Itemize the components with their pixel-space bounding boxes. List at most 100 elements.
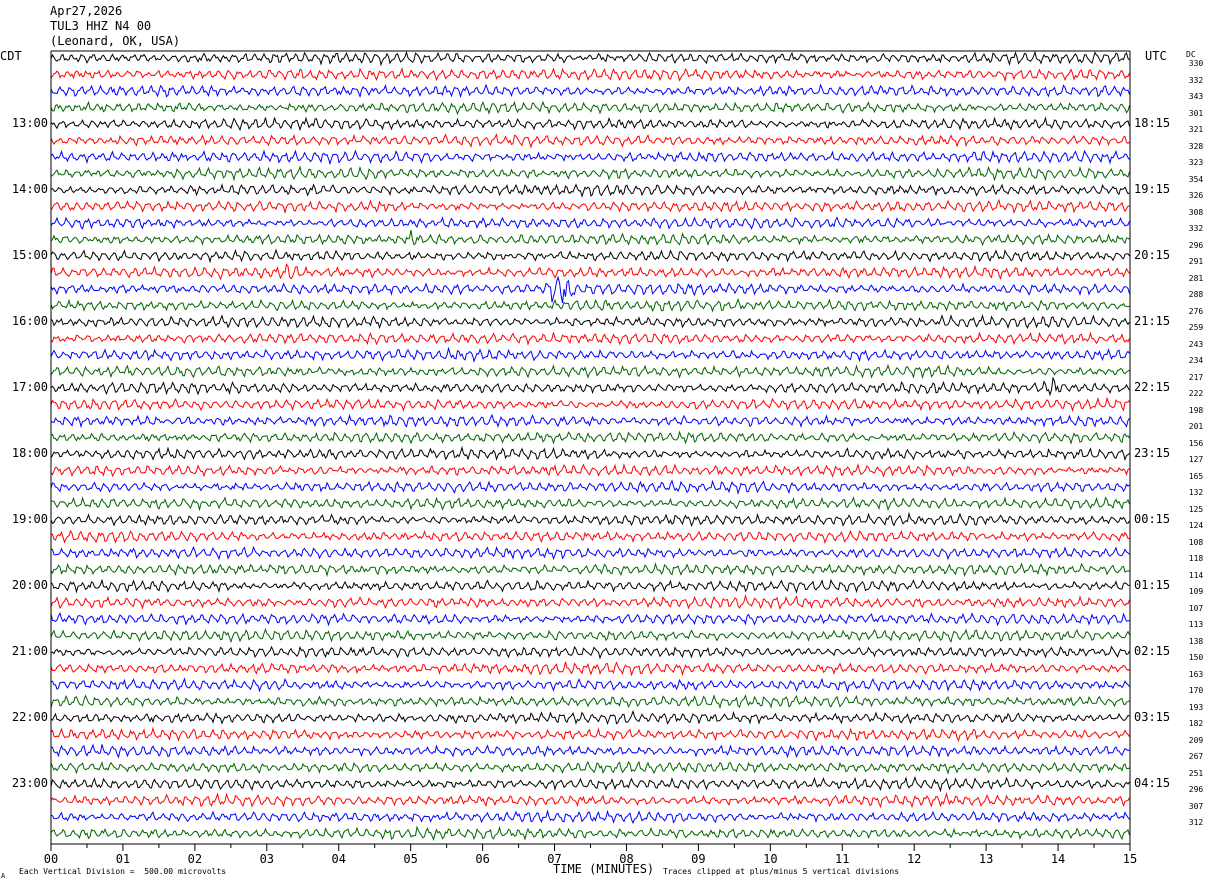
left-hour-label: 22:00 <box>11 710 48 724</box>
x-tick-label: 14 <box>1050 852 1066 866</box>
seismic-trace-row-26 <box>50 479 1130 496</box>
dc-offset-value: 332 <box>1188 75 1204 85</box>
dc-offset-value: 296 <box>1188 785 1204 794</box>
seismic-trace-row-22 <box>50 413 1130 429</box>
left-hour-label: 19:00 <box>11 512 48 526</box>
right-hour-label: 18:15 <box>1134 116 1171 130</box>
seismic-trace-row-8 <box>50 183 1130 199</box>
dc-offset-value: 127 <box>1188 455 1204 464</box>
dc-offset-value: 114 <box>1188 570 1204 580</box>
x-tick-label: 15 <box>1122 852 1138 866</box>
left-hour-label: 15:00 <box>11 248 48 262</box>
seismic-trace-row-1 <box>50 67 1130 83</box>
x-tick-label: 03 <box>259 852 275 866</box>
seismic-trace-row-11 <box>50 230 1130 247</box>
x-tick-label: 12 <box>906 852 922 866</box>
dc-offset-value: 198 <box>1188 405 1204 415</box>
dc-offset-value: 108 <box>1188 537 1204 547</box>
seismic-trace-row-28 <box>50 511 1130 528</box>
clip-note: Traces clipped at plus/minus 5 vertical … <box>663 867 900 876</box>
dc-offset-value: 217 <box>1188 372 1204 382</box>
seismic-trace-row-27 <box>50 496 1130 512</box>
seismic-trace-row-39 <box>50 694 1130 710</box>
left-hour-label: 20:00 <box>11 578 48 592</box>
seismic-trace-row-15 <box>50 297 1130 313</box>
seismic-trace-row-5 <box>50 133 1130 149</box>
seismic-trace-row-24 <box>50 445 1130 461</box>
dc-offset-value: 132 <box>1188 488 1204 497</box>
seismic-trace-row-18 <box>50 346 1130 363</box>
seismic-trace-row-6 <box>50 149 1130 166</box>
dc-offset-value: 251 <box>1188 768 1204 778</box>
dc-offset-value: 323 <box>1188 158 1204 167</box>
x-tick-label: 00 <box>43 852 59 866</box>
x-tick-marks <box>50 844 1131 851</box>
right-hour-label: 22:15 <box>1134 380 1171 394</box>
seismic-trace-row-2 <box>50 83 1130 99</box>
dc-offset-value: 163 <box>1188 669 1204 679</box>
dc-offset-value: 267 <box>1188 752 1204 761</box>
left-timezone-label: CDT <box>0 49 22 63</box>
seismic-trace-row-25 <box>50 462 1130 478</box>
date-label: Apr27,2026 <box>50 4 123 18</box>
x-tick-label: 06 <box>475 852 490 866</box>
seismic-trace-row-7 <box>50 165 1130 182</box>
right-hour-label: 01:15 <box>1134 578 1171 592</box>
seismic-trace-row-9 <box>50 198 1130 215</box>
seismic-trace-row-46 <box>50 809 1130 825</box>
seismic-trace-row-19 <box>50 363 1130 380</box>
x-tick-label: 07 <box>547 852 562 866</box>
dc-offset-value: 222 <box>1188 389 1204 398</box>
dc-offset-value: 288 <box>1188 290 1204 299</box>
seismic-trace-row-14 <box>50 275 1130 304</box>
left-hour-label: 14:00 <box>11 182 48 196</box>
x-tick-label: 10 <box>763 852 778 866</box>
dc-offset-value: 301 <box>1188 108 1204 118</box>
dc-column-header: DC <box>1186 50 1196 59</box>
right-hour-label: 23:15 <box>1134 446 1171 460</box>
seismic-trace-row-40 <box>50 709 1130 725</box>
x-tick-label: 04 <box>331 852 346 866</box>
seismic-trace-row-12 <box>50 248 1130 264</box>
right-hour-label: 03:15 <box>1134 710 1171 724</box>
seismic-trace-row-4 <box>50 116 1130 132</box>
dc-offset-value: 328 <box>1188 141 1204 151</box>
dc-offset-value: 234 <box>1188 356 1204 365</box>
dc-offset-value: 124 <box>1188 521 1204 530</box>
seismic-trace-row-35 <box>50 628 1130 644</box>
dc-offset-value: 291 <box>1188 257 1204 266</box>
x-tick-label: 09 <box>691 852 706 866</box>
trace-group <box>50 50 1130 842</box>
dc-offset-value: 308 <box>1188 207 1204 217</box>
dc-offset-value: 209 <box>1188 735 1204 745</box>
right-timezone-label: UTC <box>1145 49 1167 63</box>
seismic-trace-row-45 <box>50 791 1130 809</box>
left-hour-label: 23:00 <box>11 776 48 790</box>
seismic-trace-row-36 <box>50 645 1130 660</box>
dc-offset-value: 125 <box>1188 504 1204 514</box>
right-hour-label: 21:15 <box>1134 314 1171 328</box>
dc-offset-value: 118 <box>1188 554 1204 563</box>
dc-offset-value: 330 <box>1188 59 1204 68</box>
seismic-trace-row-37 <box>50 661 1130 677</box>
dc-offset-value: 138 <box>1188 636 1204 646</box>
dc-offset-value: 150 <box>1188 653 1204 662</box>
x-tick-label: 08 <box>619 852 634 866</box>
right-hour-label: 02:15 <box>1134 644 1171 658</box>
seismic-trace-row-42 <box>50 743 1130 759</box>
x-axis-title: TIME (MINUTES) <box>553 862 655 876</box>
dc-offset-value: 321 <box>1188 125 1204 134</box>
dc-offset-value: 113 <box>1188 620 1204 629</box>
seismic-trace-row-16 <box>50 313 1130 330</box>
dc-offset-value: 156 <box>1188 438 1204 448</box>
left-hour-label: 16:00 <box>11 314 48 328</box>
dc-offset-value: 296 <box>1188 240 1204 250</box>
x-tick-label: 13 <box>978 852 994 866</box>
left-hour-label: 17:00 <box>11 380 48 394</box>
seismic-trace-row-33 <box>50 593 1130 610</box>
seismic-trace-row-20 <box>50 376 1130 397</box>
dc-offset-value: 354 <box>1188 174 1204 184</box>
seismic-trace-row-38 <box>50 677 1130 693</box>
seismic-trace-row-32 <box>50 578 1130 594</box>
